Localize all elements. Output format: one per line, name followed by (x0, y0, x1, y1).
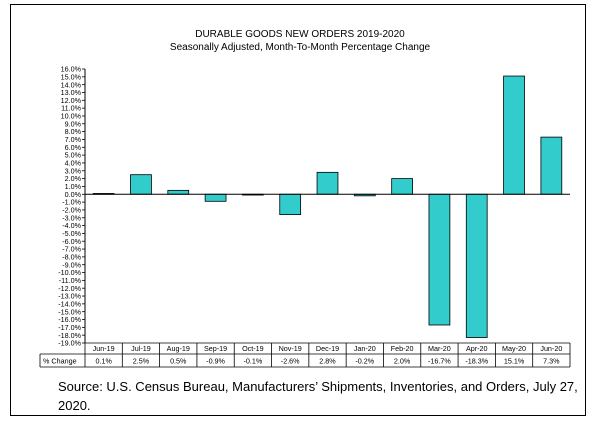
x-tick-label: Aug-19 (167, 344, 190, 353)
y-tick-label: -8.0% (62, 252, 81, 261)
y-tick-label: -3.0% (62, 213, 81, 222)
x-tick-label: Jul-19 (131, 344, 151, 353)
bar (167, 189, 190, 195)
y-tick-label: -12.0% (58, 284, 81, 293)
x-tick-label: May-20 (502, 344, 526, 353)
x-tick-label: Jun-19 (93, 344, 115, 353)
bar (130, 174, 152, 195)
y-tick-label: 16.0% (61, 65, 82, 74)
y-tick-label: -18.0% (58, 331, 81, 340)
x-tick-label: Feb-20 (391, 344, 414, 353)
bar (316, 171, 339, 195)
table-value: 2.5% (133, 357, 150, 366)
y-tick-label: 8.0% (65, 127, 82, 136)
table-value: 0.5% (170, 357, 187, 366)
y-tick-label: -17.0% (58, 323, 81, 332)
table-row-label: % Change (43, 357, 77, 366)
x-tick-label: Jun-20 (540, 344, 562, 353)
x-tick-label: Oct-19 (242, 344, 264, 353)
table-value: -18.3% (465, 357, 488, 366)
y-tick-label: -5.0% (62, 229, 81, 238)
bar (503, 75, 525, 195)
table-value: 15.1% (504, 357, 525, 366)
bar (428, 193, 451, 326)
bar (540, 136, 563, 195)
x-tick-label: Sep-19 (204, 344, 227, 353)
y-tick-label: 5.0% (65, 151, 82, 160)
y-tick-label: 0.0% (65, 190, 82, 199)
x-tick-label: Nov-19 (279, 344, 302, 353)
y-tick-label: -19.0% (58, 339, 81, 348)
table-value: -2.6% (281, 357, 300, 366)
y-tick-label: 13.0% (61, 88, 82, 97)
table-value: 0.1% (95, 357, 112, 366)
chart-subtitle: Seasonally Adjusted, Month-To-Month Perc… (169, 42, 431, 53)
y-tick-label: 10.0% (61, 112, 82, 121)
table-value: -0.2% (355, 357, 374, 366)
y-tick-label: -7.0% (62, 245, 81, 254)
y-tick-label: 1.0% (65, 182, 82, 191)
y-tick-label: -11.0% (59, 276, 82, 285)
y-tick-label: -15.0% (58, 307, 81, 316)
y-tick-label: 15.0% (61, 72, 82, 81)
y-tick-label: 6.0% (65, 143, 82, 152)
bar (391, 178, 413, 195)
y-tick-label: -6.0% (62, 237, 81, 246)
y-tick-label: 3.0% (65, 166, 82, 175)
y-tick-label: 9.0% (65, 119, 82, 128)
y-tick-label: -14.0% (58, 299, 81, 308)
x-tick-label: Apr-20 (466, 344, 488, 353)
x-tick-label: Mar-20 (428, 344, 451, 353)
y-tick-label: -2.0% (62, 206, 81, 215)
chart-title: DURABLE GOODS NEW ORDERS 2019-2020 (195, 29, 405, 40)
table-value: 2.8% (319, 357, 336, 366)
y-tick-label: -1.0% (62, 198, 81, 207)
y-tick-label: 12.0% (61, 96, 82, 105)
table-value: -0.1% (243, 357, 262, 366)
y-tick-label: -13.0% (58, 292, 81, 301)
y-tick-label: -16.0% (58, 315, 81, 324)
bar (465, 193, 488, 338)
table-value: 7.3% (543, 357, 560, 366)
source-note: Source: U.S. Census Bureau, Manufacturer… (58, 379, 578, 413)
x-tick-label: Dec-19 (316, 344, 339, 353)
bar (279, 193, 302, 216)
y-tick-label: 4.0% (65, 159, 82, 168)
y-tick-label: -10.0% (58, 268, 81, 277)
bar (204, 193, 227, 202)
table-value: 2.0% (394, 357, 411, 366)
table-value: -16.7% (428, 357, 451, 366)
y-tick-label: -9.0% (62, 260, 81, 269)
x-tick-label: Jan-20 (354, 344, 376, 353)
y-tick-label: 14.0% (61, 80, 82, 89)
y-tick-label: -4.0% (62, 221, 81, 230)
y-tick-label: 2.0% (65, 174, 82, 183)
y-tick-label: 7.0% (65, 135, 82, 144)
table-value: -0.9% (206, 357, 225, 366)
y-tick-label: 11.0% (61, 104, 81, 113)
